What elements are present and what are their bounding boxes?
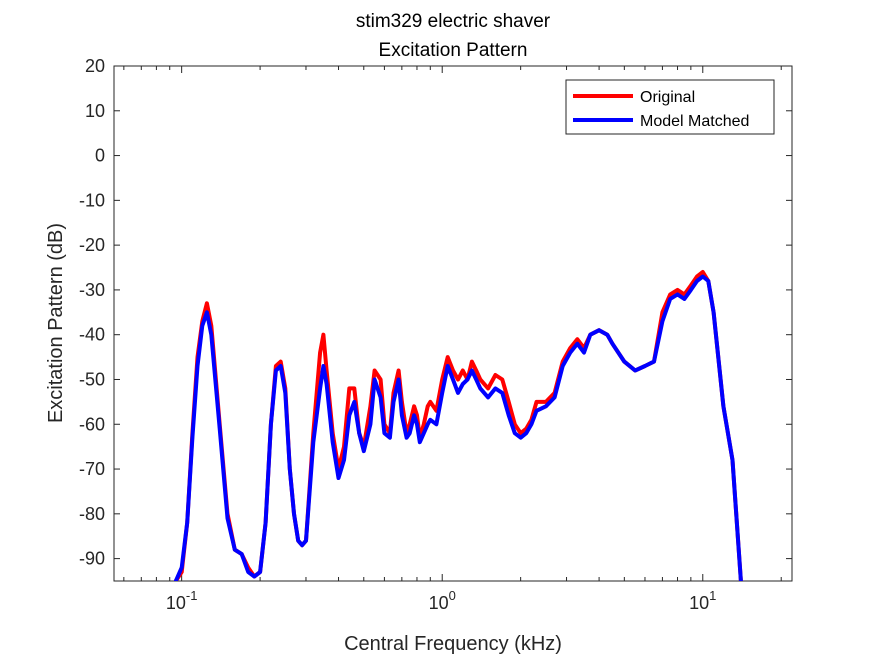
y-tick-label: 10 bbox=[85, 101, 105, 121]
x-tick-label: 101 bbox=[689, 588, 716, 613]
series-layer bbox=[173, 270, 743, 581]
y-tick-label: -90 bbox=[79, 549, 105, 569]
x-tick-base: 10 bbox=[429, 593, 449, 613]
chart-title: stim329 electric shaver bbox=[356, 11, 551, 32]
y-tick-label: -20 bbox=[79, 235, 105, 255]
series-line-model-matched bbox=[173, 274, 743, 581]
y-tick-label: 20 bbox=[85, 56, 105, 76]
legend-label-original: Original bbox=[640, 89, 695, 106]
y-axis-label: Excitation Pattern (dB) bbox=[45, 223, 67, 423]
x-tick-label: 10-1 bbox=[166, 588, 198, 613]
x-tick-base: 10 bbox=[166, 593, 186, 613]
y-tick-label: -10 bbox=[79, 190, 105, 210]
x-axis-ticks: 10-1 100 101 bbox=[123, 66, 782, 613]
y-tick-label: -70 bbox=[79, 459, 105, 479]
x-tick-base: 10 bbox=[689, 593, 709, 613]
legend-label-model-matched: Model Matched bbox=[640, 113, 749, 130]
y-tick-label: -50 bbox=[79, 369, 105, 389]
chart-subtitle: Excitation Pattern bbox=[379, 40, 528, 61]
plot-area bbox=[113, 65, 793, 582]
x-tick-exponent: 0 bbox=[449, 588, 456, 603]
y-tick-label: 0 bbox=[95, 146, 105, 166]
y-tick-label: -40 bbox=[79, 325, 105, 345]
legend-box bbox=[565, 79, 775, 135]
x-tick-label: 100 bbox=[429, 588, 456, 613]
y-tick-label: -60 bbox=[79, 414, 105, 434]
y-tick-label: -80 bbox=[79, 504, 105, 524]
x-tick-exponent: -1 bbox=[186, 588, 198, 603]
x-axis-label: Central Frequency (kHz) bbox=[344, 633, 562, 655]
y-tick-label: -30 bbox=[79, 280, 105, 300]
x-tick-exponent: 1 bbox=[709, 588, 716, 603]
legend: Original Model Matched bbox=[565, 79, 775, 135]
y-axis-ticks: 20 10 0 -10 -20 -30 -40 -50 -60 -70 -80 -90 bbox=[79, 56, 792, 569]
